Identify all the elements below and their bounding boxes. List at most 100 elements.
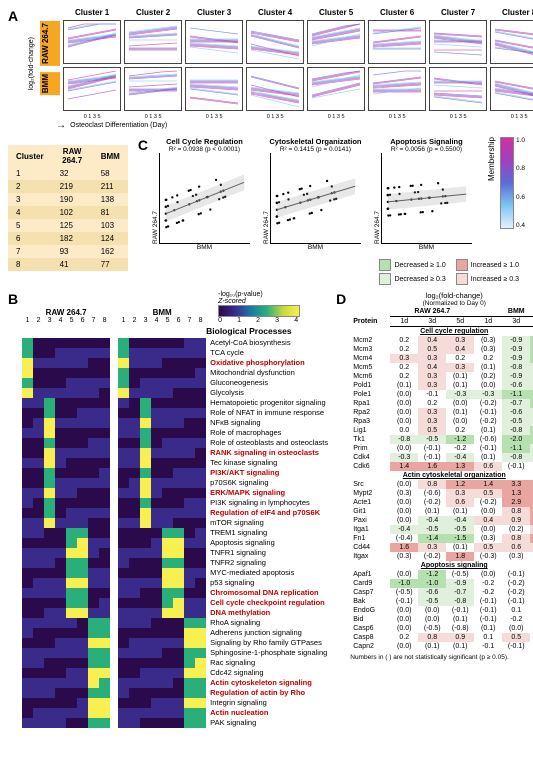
counts-td: 1 (8, 167, 52, 180)
bp-row-label: MYC-mediated apoptosis (206, 568, 294, 578)
heatmap-cell (22, 518, 33, 528)
hm-col-num: 7 (184, 317, 195, 324)
d-protein: Rpa2 (350, 408, 390, 417)
heatmap-cell (66, 598, 77, 608)
heatmap-cell (33, 588, 44, 598)
d-value: 1.3 (446, 462, 474, 471)
d-value: 1.8 (446, 552, 474, 561)
d-value: (-0.1) (446, 606, 474, 615)
xtick-row: 0 1 3 5 (124, 114, 182, 120)
heatmap-cell (195, 398, 206, 408)
heatmap-cell (77, 708, 88, 718)
heatmap-cell (33, 378, 44, 388)
heatmap-cell (140, 678, 151, 688)
heatmap-cell (22, 578, 33, 588)
heatmap-cell (140, 548, 151, 558)
heatmap-cell (151, 468, 162, 478)
bp-row-label: Apoptosis signaling (206, 538, 275, 548)
d-value: -0.5 (502, 417, 530, 426)
d-value: (-0.2) (474, 417, 502, 426)
hm-col-num: 2 (129, 317, 140, 324)
legend-item: Increased ≥ 1.0 (456, 259, 519, 271)
legend-item: Decreased ≥ 0.3 (379, 273, 445, 285)
heatmap-cell (184, 718, 195, 728)
heatmap-cell (162, 658, 173, 668)
heatmap-cell (22, 558, 33, 568)
d-value: (0.0) (390, 507, 418, 516)
heatmap-cell (118, 718, 129, 728)
scatter-xlabel: BMM (263, 244, 368, 251)
heatmap-cell (151, 508, 162, 518)
heatmap-cell (151, 348, 162, 358)
heatmap-cell (99, 658, 110, 668)
heatmap-cell (195, 348, 206, 358)
d-value: -0.3 (446, 390, 474, 399)
heatmap-cell (22, 498, 33, 508)
heatmap-cell (118, 358, 129, 368)
heatmap-cell (99, 578, 110, 588)
counts-td: 77 (93, 258, 128, 271)
d-value: (0.1) (446, 381, 474, 390)
heatmap-cell (66, 508, 77, 518)
heatmap-cell (55, 708, 66, 718)
heatmap-cell (66, 578, 77, 588)
heatmap-cell (162, 398, 173, 408)
counts-td: 58 (93, 167, 128, 180)
heatmap-cell (129, 618, 140, 628)
legend-item: Increased ≥ 0.3 (456, 273, 519, 285)
heatmap-cell (162, 428, 173, 438)
mini-line-chart (368, 20, 426, 64)
heatmap-cell (77, 358, 88, 368)
d-value: -1.1 (502, 444, 530, 453)
heatmap-cell (88, 688, 99, 698)
heatmap-cell (173, 348, 184, 358)
heatmap-cell (184, 608, 195, 618)
d-protein: Casp7 (350, 588, 390, 597)
heatmap-cell (195, 588, 206, 598)
d-value: 2.9 (502, 498, 530, 507)
heatmap-cell (99, 498, 110, 508)
d-value: (0.1) (446, 372, 474, 381)
heatmap-cell (88, 658, 99, 668)
heatmap-cell (33, 578, 44, 588)
heatmap-cell (173, 628, 184, 638)
bp-row-label: Integrin signaling (206, 698, 267, 708)
heatmap-cell (99, 698, 110, 708)
heatmap-cell (140, 698, 151, 708)
heatmap-cell (118, 508, 129, 518)
bp-row-label: Sphingosine-1-phosphate signaling (206, 648, 327, 658)
heatmap-cell (118, 578, 129, 588)
d-value: -1.0 (418, 579, 446, 588)
heatmap-body: Acetyl-CoA biosynthesisTCA cycleOxidativ… (22, 338, 328, 728)
heatmap-cell (22, 368, 33, 378)
heatmap-cell (99, 508, 110, 518)
heatmap-cell (55, 598, 66, 608)
hm-col-nums: 12345678 (22, 317, 110, 324)
heatmap-cell (99, 518, 110, 528)
heatmap-cell (66, 628, 77, 638)
heatmap-cell (88, 598, 99, 608)
heatmap-cell (151, 458, 162, 468)
d-topheader: log₂(fold-change) (350, 291, 533, 300)
heatmap-cell (140, 618, 151, 628)
heatmap-cell (129, 688, 140, 698)
heatmap-cell (22, 378, 33, 388)
d-value: (0.0) (390, 570, 418, 579)
heatmap-cell (151, 668, 162, 678)
heatmap-cell (55, 518, 66, 528)
heatmap-cell (99, 558, 110, 568)
heatmap-cell (99, 688, 110, 698)
d-value: 0.2 (390, 633, 418, 642)
hm-col-num: 4 (55, 317, 66, 324)
heatmap-cell (66, 638, 77, 648)
d-value: 0.2 (446, 354, 474, 363)
d-value: (-0.1) (502, 642, 530, 651)
heatmap-cell (22, 398, 33, 408)
heatmap-cell (44, 628, 55, 638)
mini-line-chart (429, 67, 487, 111)
heatmap-cell (184, 378, 195, 388)
heatmap-cell (195, 508, 206, 518)
heatmap-cell (55, 638, 66, 648)
d-value: (-0.5) (446, 570, 474, 579)
heatmap-cell (118, 408, 129, 418)
